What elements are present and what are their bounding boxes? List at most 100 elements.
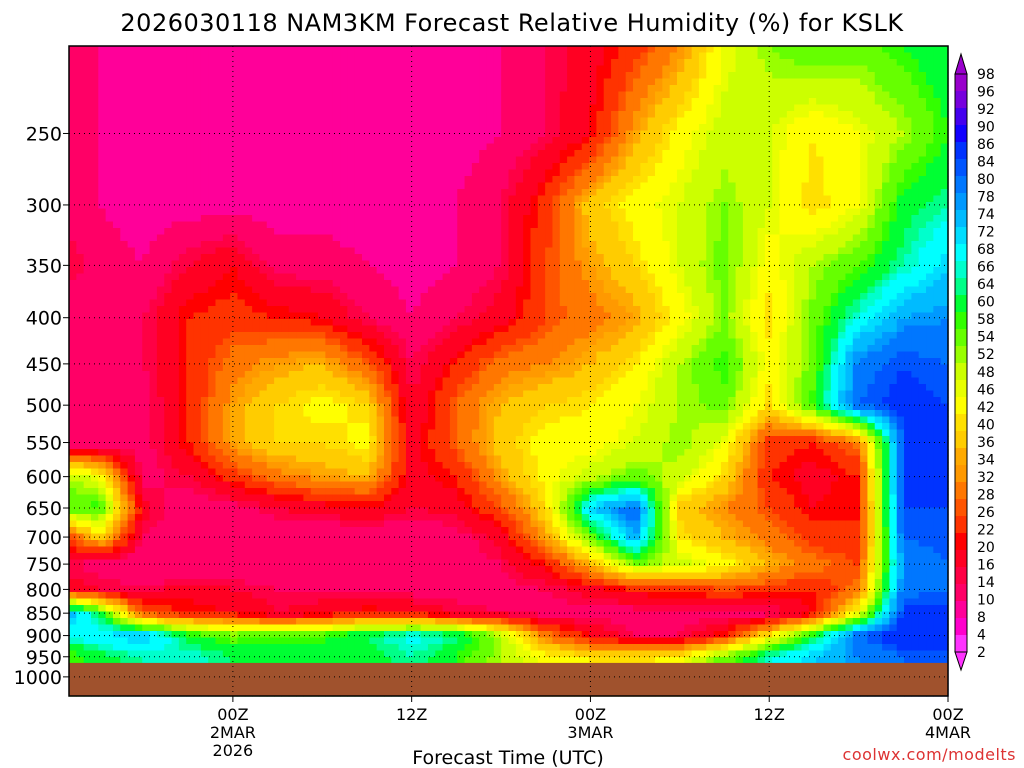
heatmap-cell: [742, 143, 751, 151]
heatmap-cell: [669, 254, 678, 262]
heatmap-cell: [98, 312, 107, 320]
heatmap-cell: [940, 260, 949, 268]
heatmap-cell: [567, 98, 576, 106]
heatmap-cell: [325, 46, 334, 54]
heatmap-cell: [457, 72, 466, 80]
heatmap-cell: [838, 182, 847, 190]
heatmap-cell: [252, 299, 261, 307]
heatmap-cell: [318, 280, 326, 288]
heatmap-cell: [83, 65, 92, 73]
heatmap-cell: [178, 124, 187, 132]
heatmap-cell: [860, 208, 869, 216]
heatmap-cell: [852, 111, 861, 119]
heatmap-cell: [896, 260, 905, 268]
heatmap-cell: [471, 163, 480, 171]
heatmap-cell: [457, 156, 466, 164]
heatmap-cell: [318, 234, 326, 242]
heatmap-cell: [911, 260, 920, 268]
heatmap-cell: [310, 221, 319, 229]
heatmap-cell: [896, 254, 905, 262]
heatmap-cell: [376, 299, 385, 307]
heatmap-cell: [757, 267, 766, 275]
heatmap-cell: [296, 150, 304, 158]
heatmap-cell: [926, 111, 934, 119]
heatmap-cell: [149, 228, 158, 236]
heatmap-cell: [208, 137, 217, 145]
heatmap-cell: [383, 65, 392, 73]
heatmap-cell: [237, 312, 246, 320]
heatmap-cell: [288, 254, 297, 262]
heatmap-cell: [354, 299, 363, 307]
heatmap-cell: [698, 85, 707, 93]
heatmap-cell: [134, 234, 143, 242]
heatmap-cell: [332, 52, 341, 60]
heatmap-cell: [882, 78, 890, 86]
heatmap-cell: [904, 228, 912, 236]
heatmap-cell: [471, 189, 480, 197]
heatmap-cell: [838, 228, 847, 236]
heatmap-cell: [493, 267, 502, 275]
heatmap-cell: [640, 91, 649, 99]
heatmap-cell: [779, 52, 788, 60]
heatmap-cell: [222, 286, 231, 294]
heatmap-cell: [801, 241, 810, 249]
heatmap-cell: [457, 111, 466, 119]
heatmap-cell: [823, 299, 832, 307]
heatmap-cell: [838, 169, 847, 177]
heatmap-cell: [676, 104, 685, 112]
heatmap-cell: [354, 306, 363, 314]
heatmap-cell: [808, 280, 817, 288]
heatmap-cell: [625, 169, 634, 177]
heatmap-cell: [918, 72, 927, 80]
heatmap-cell: [310, 124, 319, 132]
heatmap-cell: [215, 299, 224, 307]
heatmap-cell: [611, 156, 619, 164]
heatmap-cell: [684, 52, 693, 60]
heatmap-cell: [237, 306, 246, 314]
heatmap-cell: [164, 254, 173, 262]
heatmap-cell: [420, 78, 429, 86]
heatmap-cell: [867, 247, 876, 255]
heatmap-cell: [164, 111, 173, 119]
heatmap-cell: [398, 130, 407, 138]
heatmap-cell: [142, 312, 151, 320]
heatmap-cell: [310, 299, 319, 307]
heatmap-cell: [200, 72, 209, 80]
heatmap-cell: [435, 306, 444, 314]
heatmap-cell: [420, 228, 429, 236]
heatmap-cell: [515, 280, 524, 288]
heatmap-cell: [698, 267, 707, 275]
heatmap-cell: [164, 143, 173, 151]
heatmap-cell: [427, 286, 436, 294]
heatmap-cell: [772, 299, 781, 307]
heatmap-cell: [662, 117, 671, 125]
heatmap-cell: [296, 72, 304, 80]
heatmap-cell: [735, 215, 744, 223]
heatmap-cell: [76, 176, 85, 184]
heatmap-cell: [127, 267, 136, 275]
heatmap-cell: [786, 156, 795, 164]
heatmap-cell: [391, 46, 400, 54]
heatmap-cell: [266, 241, 275, 249]
heatmap-cell: [164, 228, 173, 236]
heatmap-cell: [882, 254, 890, 262]
heatmap-cell: [222, 260, 231, 268]
heatmap-cell: [852, 137, 861, 145]
heatmap-cell: [90, 65, 99, 73]
heatmap-cell: [405, 286, 414, 294]
heatmap-cell: [603, 117, 612, 125]
heatmap-cell: [684, 169, 693, 177]
heatmap-cell: [274, 52, 283, 60]
heatmap-cell: [164, 104, 173, 112]
heatmap-cell: [728, 65, 737, 73]
heatmap-cell: [911, 176, 920, 184]
heatmap-cell: [618, 195, 627, 203]
heatmap-cell: [420, 72, 429, 80]
heatmap-cell: [318, 65, 326, 73]
heatmap-cell: [325, 221, 334, 229]
heatmap-cell: [193, 163, 202, 171]
heatmap-cell: [383, 163, 392, 171]
heatmap-cell: [537, 234, 546, 242]
heatmap-cell: [266, 169, 275, 177]
heatmap-cell: [838, 124, 847, 132]
